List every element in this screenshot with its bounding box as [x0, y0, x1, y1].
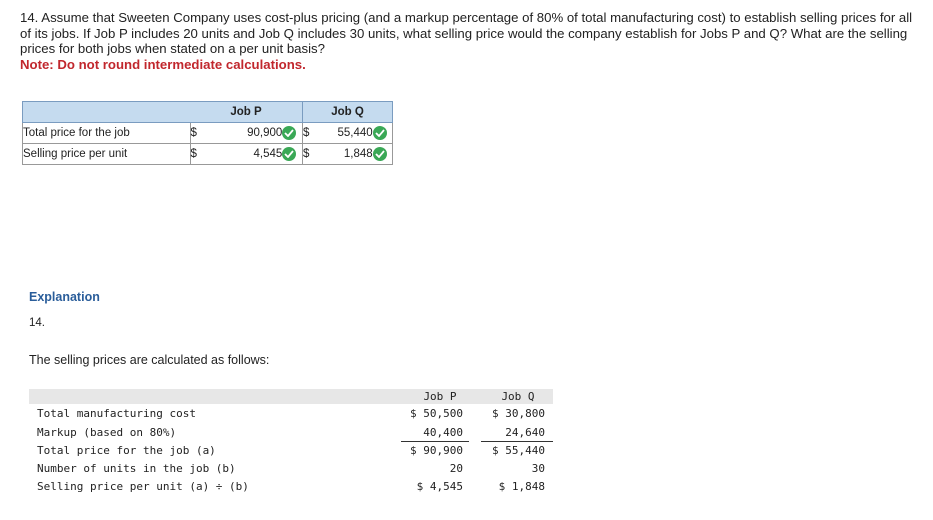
calc-header-job-q: Job Q — [501, 390, 535, 403]
currency-symbol: $ — [302, 122, 316, 144]
header-blank — [22, 101, 190, 123]
table-row-per-unit: Selling price per unit $ 4,545 $ 1,848 — [22, 143, 393, 165]
calc-header-job-p: Job P — [423, 390, 457, 403]
header-job-q: Job Q — [302, 101, 393, 123]
calc-value-q: 30 — [531, 462, 545, 475]
question-note: Note: Do not round intermediate calculat… — [20, 56, 306, 72]
calc-row-label: Total price for the job (a) — [37, 444, 216, 457]
row-label: Selling price per unit — [22, 143, 191, 165]
calc-value-q: $ 1,848 — [498, 480, 545, 493]
check-circle-icon — [282, 143, 304, 165]
currency-symbol: $ — [190, 143, 204, 165]
header-job-p: Job P — [190, 101, 303, 123]
calc-value-p: $ 4,545 — [416, 480, 463, 493]
calc-value-q: 24,640 — [505, 426, 545, 439]
answer-table-header: Job P Job Q — [22, 101, 393, 123]
subtotal-line — [401, 441, 469, 442]
check-circle-icon — [372, 122, 393, 144]
calc-value-p: $ 50,500 — [410, 407, 463, 420]
calc-row-label: Number of units in the job (b) — [37, 462, 236, 475]
question-text: 14. Assume that Sweeten Company uses cos… — [20, 10, 913, 56]
check-circle-icon — [282, 122, 304, 144]
table-row-total-price: Total price for the job $ 90,900 $ 55,44… — [22, 122, 393, 144]
calc-value-p: $ 90,900 — [410, 444, 463, 457]
calc-row-label: Total manufacturing cost — [37, 407, 196, 420]
explanation-number: 14. — [29, 317, 45, 329]
answer-input-job-q-unit[interactable]: 1,848 — [315, 143, 373, 165]
check-circle-icon — [372, 143, 393, 165]
calc-header-band — [29, 389, 553, 404]
question: 14. Assume that Sweeten Company uses cos… — [20, 10, 920, 72]
calculation-table: Job P Job Q Total manufacturing cost $ 5… — [29, 389, 553, 494]
calc-value-q: $ 55,440 — [492, 444, 545, 457]
answer-input-job-q-total[interactable]: 55,440 — [315, 122, 373, 144]
answer-input-job-p-unit[interactable]: 4,545 — [203, 143, 283, 165]
calc-row-label: Selling price per unit (a) ÷ (b) — [37, 480, 249, 493]
subtotal-line — [481, 441, 553, 442]
calc-value-p: 20 — [449, 462, 463, 475]
explanation-title: Explanation — [29, 290, 100, 304]
explanation-intro: The selling prices are calculated as fol… — [29, 353, 270, 367]
calc-value-p: 40,400 — [423, 426, 463, 439]
currency-symbol: $ — [302, 143, 316, 165]
row-label: Total price for the job — [22, 122, 191, 144]
answer-input-job-p-total[interactable]: 90,900 — [203, 122, 283, 144]
calc-value-q: $ 30,800 — [492, 407, 545, 420]
calc-row-label: Markup (based on 80%) — [37, 426, 177, 439]
currency-symbol: $ — [190, 122, 204, 144]
answer-table: Job P Job Q Total price for the job $ 90… — [22, 101, 393, 165]
